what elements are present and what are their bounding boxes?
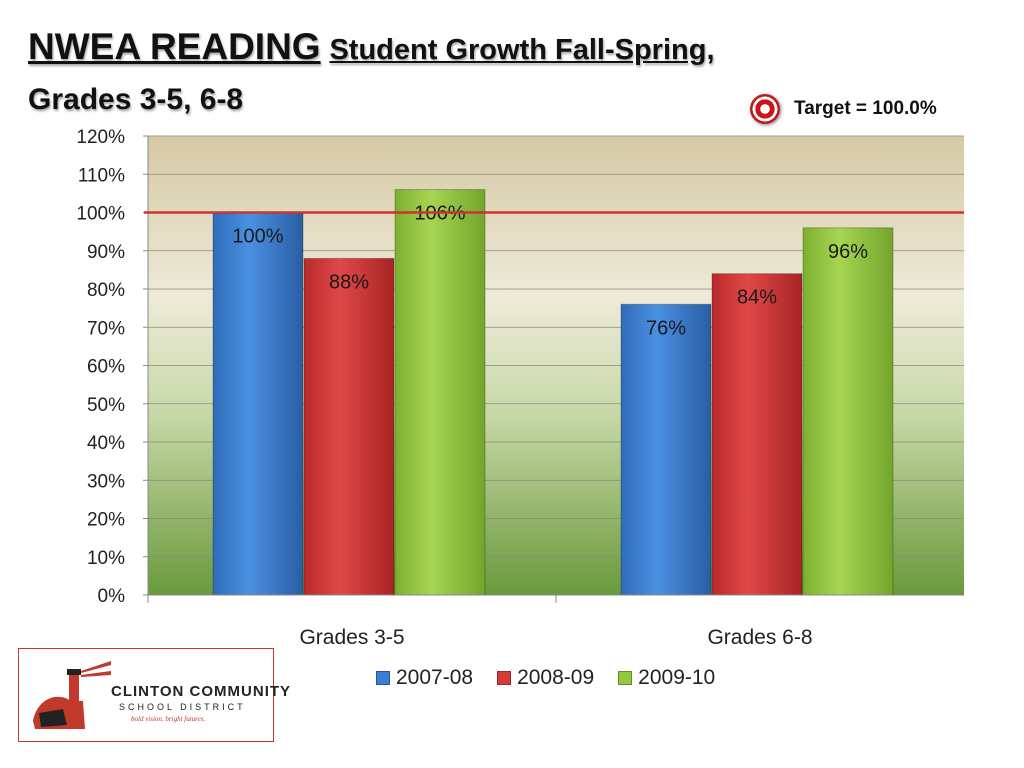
y-tick-label: 80% — [87, 280, 125, 301]
x-tick-label: Grades 6-8 — [707, 626, 812, 649]
title-main: NWEA READING — [28, 26, 321, 67]
target-label: Target = 100.0% — [794, 98, 937, 119]
data-label: 88% — [329, 271, 369, 293]
y-tick-label: 50% — [87, 395, 125, 416]
legend-swatch — [376, 671, 390, 685]
y-tick-label: 90% — [87, 242, 125, 263]
bar — [394, 189, 486, 596]
legend-swatch — [618, 671, 633, 685]
y-tick-label: 110% — [78, 165, 125, 186]
y-tick-label: 60% — [87, 357, 125, 378]
y-tick-label: 100% — [76, 204, 125, 225]
target-bullseye-icon — [750, 94, 780, 124]
y-tick-label: 120% — [76, 127, 125, 148]
chart-subtitle: Grades 3-5, 6-8 — [28, 83, 244, 116]
legend-item: 2007-08 — [376, 666, 473, 690]
bars: 100%88%106%76%84%96% — [144, 189, 964, 596]
bar — [711, 273, 803, 596]
y-tick-label: 70% — [87, 318, 125, 339]
district-logo: CLINTON COMMUNITY SCHOOL DISTRICT bold v… — [18, 648, 290, 742]
logo-tagline: bold vision. bright futures. — [131, 715, 206, 723]
chart-legend: 2007-08 2008-09 2009-10 — [376, 666, 739, 690]
y-tick-label: 20% — [87, 510, 125, 531]
legend-label: 2008-09 — [517, 666, 595, 689]
data-label: 84% — [737, 287, 777, 309]
y-tick-label: 0% — [98, 586, 126, 607]
data-label: 76% — [646, 317, 686, 339]
legend-swatch — [497, 671, 512, 685]
x-axis: Grades 3-5 Grades 6-8 — [148, 594, 964, 649]
x-tick-label: Grades 3-5 — [299, 626, 404, 649]
y-axis: 0% 10% 20% 30% 40% 50% 60% 70% 80% 90% 100% 110% 120… — [76, 127, 149, 607]
logo-subtitle: SCHOOL DISTRICT — [119, 702, 246, 712]
legend-label: 2007-08 — [396, 666, 474, 689]
chart-title: NWEA READING Student Growth Fall-Spring, — [28, 26, 715, 68]
target-indicator: Target = 100.0% — [750, 94, 937, 124]
y-tick-label: 40% — [87, 433, 125, 454]
bar-chart: 0% 10% 20% 30% 40% 50% 60% 70% 80% 90% 100% 110% 120… — [76, 127, 964, 649]
legend-item: 2009-10 — [618, 666, 715, 690]
y-tick-label: 10% — [87, 548, 125, 569]
legend-item: 2008-09 — [497, 666, 594, 690]
legend-label: 2009-10 — [638, 666, 716, 689]
logo-name: CLINTON COMMUNITY — [111, 683, 292, 700]
bar — [303, 257, 395, 596]
data-label: 100% — [232, 226, 283, 248]
bar — [802, 227, 894, 596]
bar — [620, 303, 712, 596]
data-label: 96% — [828, 241, 868, 263]
lighthouse-logo-icon — [33, 661, 111, 729]
title-rest: Student Growth Fall-Spring, — [329, 34, 715, 66]
bar — [212, 212, 304, 596]
y-tick-label: 30% — [87, 471, 125, 492]
